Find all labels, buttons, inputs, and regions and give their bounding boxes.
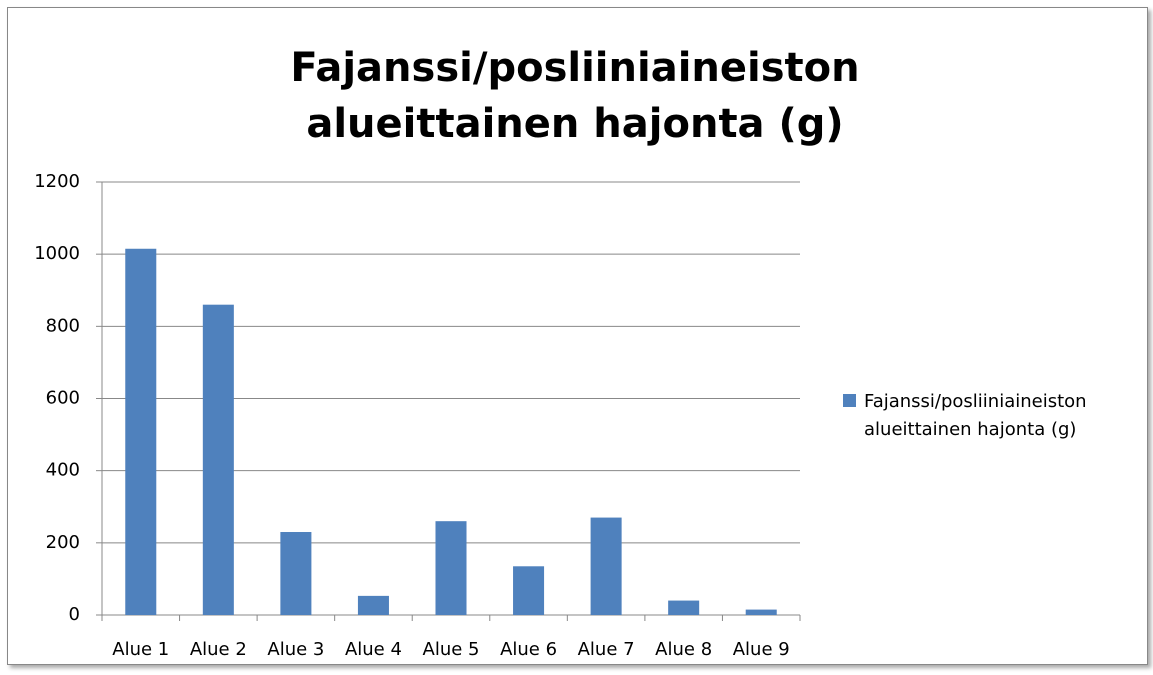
y-tick-label: 600 (46, 388, 80, 409)
bar (202, 304, 234, 615)
y-tick-label: 0 (69, 604, 80, 625)
y-tick-label: 400 (46, 460, 80, 481)
bar (125, 248, 157, 616)
bar (435, 521, 467, 615)
legend: Fajanssi/posliiniaineiston alueittainen … (843, 388, 1143, 444)
chart-frame (7, 7, 1148, 665)
x-tick-label: Alue 2 (190, 639, 247, 660)
x-tick-label: Alue 8 (655, 639, 712, 660)
x-tick-label: Alue 7 (578, 639, 635, 660)
bar (668, 600, 700, 615)
legend-label: Fajanssi/posliiniaineiston alueittainen … (864, 391, 1087, 440)
y-tick-label: 800 (46, 315, 80, 336)
bar (590, 517, 622, 615)
x-tick-label: Alue 1 (112, 639, 169, 660)
y-tick-label: 1000 (34, 243, 80, 264)
legend-swatch (843, 394, 856, 407)
x-tick-label: Alue 6 (500, 639, 557, 660)
y-tick-label: 1200 (34, 171, 80, 192)
y-tick-label: 200 (46, 532, 80, 553)
bar (357, 595, 389, 615)
x-tick-label: Alue 3 (267, 639, 324, 660)
x-tick-label: Alue 4 (345, 639, 402, 660)
bar (745, 609, 777, 615)
bar (513, 566, 545, 615)
bar (280, 532, 312, 615)
x-tick-label: Alue 9 (733, 639, 790, 660)
chart-title: Fajanssi/posliiniaineiston alueittainen … (290, 45, 860, 147)
x-tick-label: Alue 5 (423, 639, 480, 660)
